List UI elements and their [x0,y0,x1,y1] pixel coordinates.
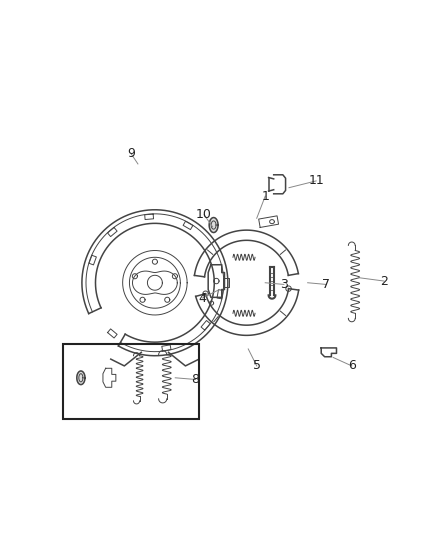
Text: 11: 11 [308,174,324,188]
Text: 2: 2 [380,274,388,287]
Text: 3: 3 [280,278,288,291]
Text: 1: 1 [261,190,269,203]
Text: 4: 4 [198,292,206,304]
Polygon shape [77,371,85,385]
Text: 6: 6 [348,359,356,373]
Text: 9: 9 [127,147,135,160]
Text: 10: 10 [196,208,212,221]
Polygon shape [209,217,218,232]
Text: 7: 7 [322,278,330,291]
Text: 8: 8 [191,373,200,386]
Text: 5: 5 [253,359,261,373]
Bar [63,344,199,418]
